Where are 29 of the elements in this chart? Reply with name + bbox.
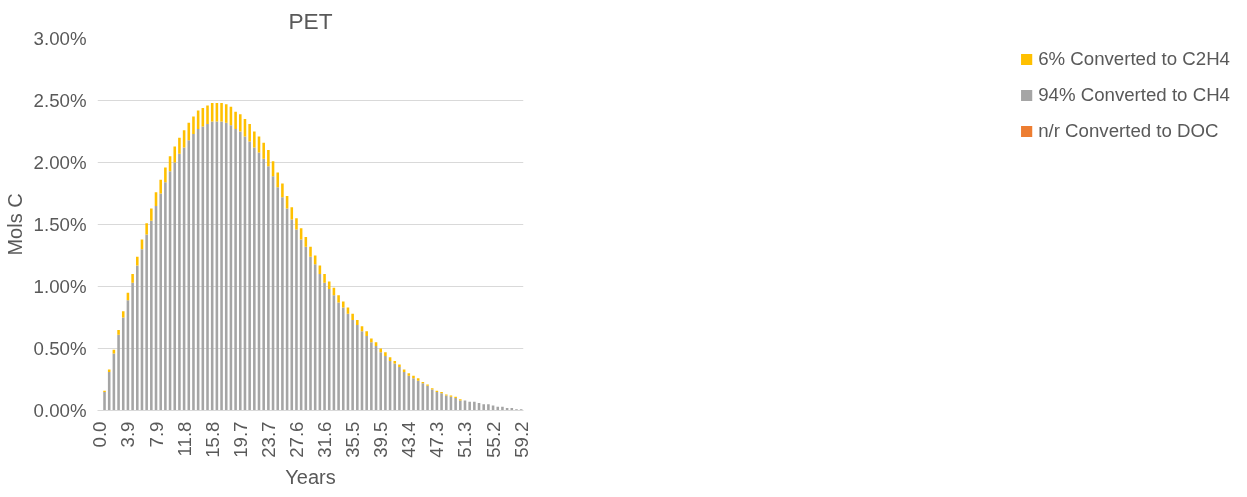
x-tick-label: 23.7 <box>257 421 279 458</box>
x-tick-label: 27.6 <box>285 421 307 458</box>
y-tick-label: 1.00% <box>33 276 87 297</box>
y-tick-label: 1.50% <box>33 214 87 235</box>
x-tick-label: 11.8 <box>173 421 195 457</box>
x-tick-label: 43.4 <box>398 421 420 458</box>
chart-title: PET <box>288 7 333 34</box>
x-tick-label: 19.7 <box>229 421 251 458</box>
y-tick-label: 0.50% <box>33 338 87 359</box>
y-tick-label: 0.00% <box>33 400 87 421</box>
x-tick-label: 15.8 <box>201 421 223 458</box>
y-tick-label: 3.00% <box>33 28 87 49</box>
x-tick-label: 39.5 <box>370 421 392 458</box>
legend-label: n/r Converted to DOC <box>1038 120 1219 142</box>
x-axis-title: Years <box>285 465 336 488</box>
x-tick-label: 47.3 <box>426 421 448 458</box>
y-tick-label: 2.00% <box>33 152 87 173</box>
x-tick-label: 7.9 <box>145 421 167 448</box>
x-tick-label: 31.6 <box>314 421 336 458</box>
legend-label: 94% Converted to CH4 <box>1038 84 1230 106</box>
x-tick-label: 51.3 <box>454 421 476 458</box>
y-axis-title: Mols C <box>3 193 26 256</box>
x-tick-label: 35.5 <box>342 421 364 458</box>
x-tick-label: 59.2 <box>510 421 532 458</box>
x-tick-label: 55.2 <box>482 421 504 458</box>
x-tick-label: 0.0 <box>89 421 111 448</box>
legend-label: 6% Converted to C2H4 <box>1038 48 1230 70</box>
x-tick-label: 3.9 <box>117 421 139 448</box>
y-tick-label: 2.50% <box>33 90 87 111</box>
